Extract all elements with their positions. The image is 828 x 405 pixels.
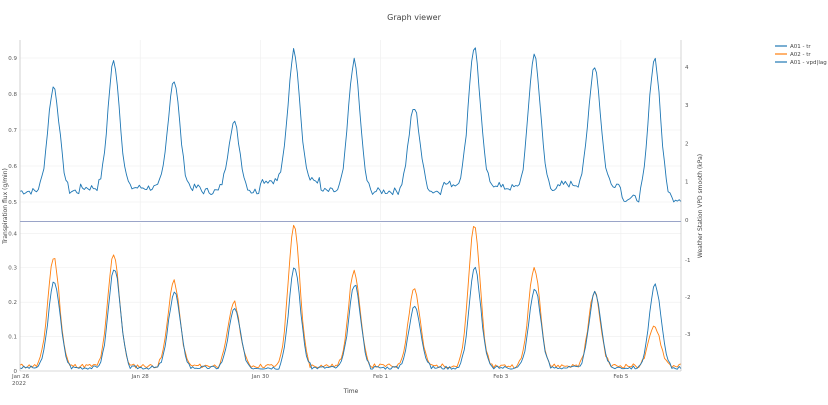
y-tick-label-left: 0 <box>14 369 18 375</box>
legend[interactable]: A01 - tr A02 - tr A01 - vpd|lag <box>775 44 827 66</box>
x-axis-title: Time <box>343 388 359 395</box>
y-tick-label-left: 0.4 <box>8 231 17 237</box>
y-tick-label-right: 4 <box>685 65 689 71</box>
y-tick-label-right: 2 <box>685 141 689 147</box>
y-tick-label-right: 3 <box>685 103 689 109</box>
x-tick-label: Jan 26 <box>11 374 30 380</box>
x-tick-label: Jan 28 <box>131 374 150 380</box>
x-tick-label: Jan 30 <box>251 374 270 380</box>
y-tick-label-left: 0.5 <box>8 200 17 206</box>
series-line-a01-vpd-upper <box>19 47 682 203</box>
y-tick-label-left: 0.1 <box>8 335 17 341</box>
y-tick-label-right: 1 <box>685 180 689 186</box>
series-lines <box>19 47 682 370</box>
y-tick-label-right: -1 <box>685 258 690 264</box>
x-tick-label: Feb 1 <box>373 374 388 380</box>
legend-label[interactable]: A01 - tr <box>790 44 811 50</box>
y-axis-title-left: Transpiration flux (g/min) <box>2 168 9 245</box>
y-tick-label-right: -3 <box>685 332 691 338</box>
y-axis-title-right: Weather Station VPD smooth (kPa) <box>697 154 704 258</box>
y-tick-label-left: 0.6 <box>8 164 17 170</box>
legend-label[interactable]: A01 - vpd|lag <box>790 60 827 66</box>
chart-title: Graph viewer <box>387 13 441 22</box>
y-tick-label-left: 0.8 <box>8 92 17 98</box>
series-line-a01-tr <box>19 266 682 370</box>
y-tick-label-left: 0.2 <box>8 300 17 306</box>
x-tick-label: 2022 <box>12 381 26 387</box>
y-tick-label-left: 0.3 <box>8 266 17 272</box>
y-tick-label-right: 0 <box>685 218 689 224</box>
y-tick-label-left: 0.9 <box>8 56 17 62</box>
y-tick-label-right: -2 <box>685 295 690 301</box>
x-tick-label: Feb 3 <box>493 374 508 380</box>
x-tick-label: Feb 5 <box>613 374 628 380</box>
y-tick-label-left: 0.7 <box>8 128 17 134</box>
legend-label[interactable]: A02 - tr <box>790 52 811 58</box>
